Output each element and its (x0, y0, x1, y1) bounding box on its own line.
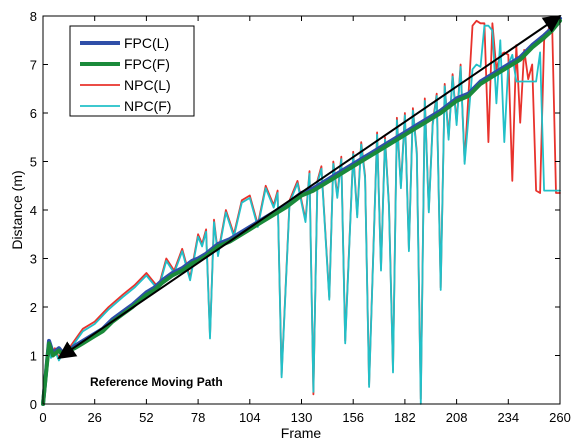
y-axis: 0 1 2 3 4 5 6 7 8 (30, 9, 560, 412)
y-axis-title: Distance (m) (9, 170, 25, 249)
y-tick-label: 7 (30, 58, 37, 73)
x-tick-label: 78 (191, 410, 205, 425)
reference-path-arrow (57, 14, 562, 359)
x-tick-label: 260 (549, 410, 571, 425)
y-tick-label: 3 (30, 252, 37, 267)
legend-label: NPC(L) (124, 77, 171, 93)
y-tick-label: 6 (30, 106, 37, 121)
x-tick-label: 156 (342, 410, 364, 425)
x-axis: 0 26 52 78 104 130 156 182 208 234 260 (39, 16, 571, 425)
legend: FPC(L) FPC(F) NPC(L) NPC(F) (69, 25, 195, 117)
x-axis-title: Frame (281, 425, 322, 441)
reference-path-label: Reference Moving Path (90, 375, 223, 389)
x-tick-label: 26 (87, 410, 101, 425)
legend-label: FPC(F) (124, 56, 170, 72)
legend-label: NPC(F) (124, 98, 171, 114)
annotation-layer: Reference Moving Path (57, 14, 562, 389)
x-tick-label: 234 (497, 410, 519, 425)
y-tick-label: 0 (30, 397, 37, 412)
x-tick-label: 0 (39, 410, 46, 425)
y-tick-label: 1 (30, 349, 37, 364)
y-tick-label: 4 (30, 203, 37, 218)
x-tick-label: 182 (394, 410, 416, 425)
y-tick-label: 8 (30, 9, 37, 24)
x-tick-label: 208 (446, 410, 468, 425)
y-tick-label: 5 (30, 155, 37, 170)
x-tick-label: 104 (239, 410, 261, 425)
x-tick-label: 130 (291, 410, 313, 425)
legend-label: FPC(L) (124, 35, 169, 51)
x-tick-label: 52 (139, 410, 153, 425)
y-tick-label: 2 (30, 300, 37, 315)
